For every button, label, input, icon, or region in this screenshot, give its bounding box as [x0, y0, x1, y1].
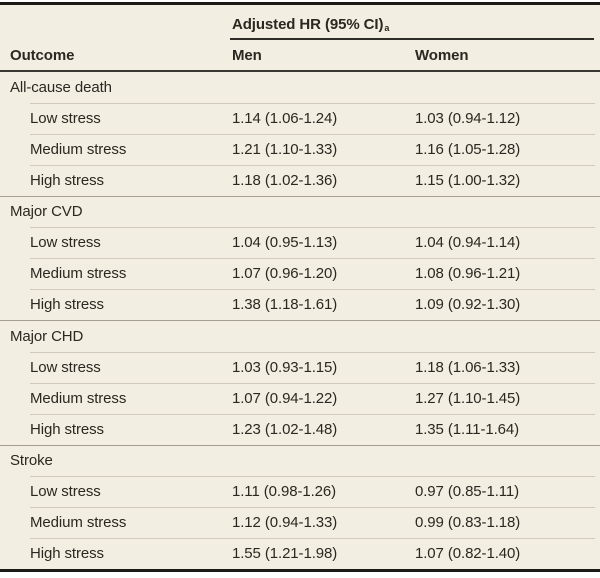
women-value: 0.97 (0.85-1.11) — [415, 483, 520, 501]
men-value: 1.14 (1.06-1.24) — [232, 109, 338, 127]
row-label: High stress — [30, 420, 104, 438]
row-divider — [30, 289, 595, 291]
row-divider — [30, 227, 595, 229]
section-label: Major CVD — [10, 203, 83, 221]
men-value: 1.11 (0.98-1.26) — [232, 483, 337, 501]
row-divider — [30, 102, 595, 104]
spanner-header-row: Adjusted HR (95% CI) a — [0, 5, 600, 40]
row-label: Medium stress — [30, 140, 127, 158]
table-row: High stress 1.38 (1.18-1.61) 1.09 (0.92-… — [0, 289, 600, 320]
men-value: 1.38 (1.18-1.61) — [232, 296, 338, 314]
row-label: Medium stress — [30, 389, 127, 407]
section-label: All-cause death — [10, 78, 112, 96]
row-label: Low stress — [30, 358, 101, 376]
row-divider — [30, 476, 595, 478]
table-row: Low stress 1.03 (0.93-1.15) 1.18 (1.06-1… — [0, 351, 600, 383]
row-divider — [30, 382, 595, 384]
table-row: Medium stress 1.12 (0.94-1.33) 0.99 (0.8… — [0, 507, 600, 538]
row-divider — [30, 507, 595, 509]
row-divider — [30, 164, 595, 166]
column-header-men: Men — [232, 46, 262, 64]
table-row: High stress 1.55 (1.21-1.98) 1.07 (0.82-… — [0, 538, 600, 569]
row-label: High stress — [30, 296, 104, 314]
row-label: High stress — [30, 545, 104, 563]
section-header-stroke: Stroke — [0, 444, 600, 477]
men-value: 1.12 (0.94-1.33) — [232, 514, 338, 532]
men-value: 1.55 (1.21-1.98) — [232, 545, 338, 563]
row-label: Low stress — [30, 109, 101, 127]
table-row: Medium stress 1.07 (0.94-1.22) 1.27 (1.1… — [0, 382, 600, 414]
table-row: Medium stress 1.21 (1.10-1.33) 1.16 (1.0… — [0, 133, 600, 165]
row-divider — [30, 258, 595, 260]
women-value: 1.07 (0.82-1.40) — [415, 545, 521, 563]
section-header-all-cause-death: All-cause death — [0, 72, 600, 103]
table-row: High stress 1.18 (1.02-1.36) 1.15 (1.00-… — [0, 164, 600, 196]
men-value: 1.07 (0.96-1.20) — [232, 265, 338, 283]
section-label: Stroke — [10, 452, 53, 470]
row-divider — [30, 133, 595, 135]
women-value: 0.99 (0.83-1.18) — [415, 514, 521, 532]
row-divider — [30, 351, 595, 353]
men-value: 1.03 (0.93-1.15) — [232, 358, 338, 376]
women-value: 1.09 (0.92-1.30) — [415, 296, 521, 314]
row-label: High stress — [30, 171, 104, 189]
column-header-women: Women — [415, 46, 469, 64]
table-body: All-cause death Low stress 1.14 (1.06-1.… — [0, 72, 600, 569]
row-divider — [30, 413, 595, 415]
section-header-major-chd: Major CHD — [0, 320, 600, 352]
spanner-header: Adjusted HR (95% CI) a — [230, 5, 594, 40]
women-value: 1.04 (0.94-1.14) — [415, 234, 521, 252]
women-value: 1.15 (1.00-1.32) — [415, 171, 521, 189]
section-header-major-cvd: Major CVD — [0, 195, 600, 228]
column-header-row: Outcome Men Women — [0, 40, 600, 72]
women-value: 1.03 (0.94-1.12) — [415, 109, 521, 127]
table-row: High stress 1.23 (1.02-1.48) 1.35 (1.11-… — [0, 413, 600, 445]
women-value: 1.08 (0.96-1.21) — [415, 265, 521, 283]
table-row: Low stress 1.04 (0.95-1.13) 1.04 (0.94-1… — [0, 227, 600, 258]
column-header-outcome: Outcome — [10, 46, 75, 64]
row-label: Low stress — [30, 483, 101, 501]
men-value: 1.23 (1.02-1.48) — [232, 420, 338, 438]
spanner-label: Adjusted HR (95% CI) — [232, 16, 384, 33]
women-value: 1.35 (1.11-1.64) — [415, 420, 520, 438]
row-label: Medium stress — [30, 514, 127, 532]
women-value: 1.16 (1.05-1.28) — [415, 140, 521, 158]
women-value: 1.27 (1.10-1.45) — [415, 389, 521, 407]
footnote-marker: a — [384, 23, 390, 33]
row-label: Low stress — [30, 234, 101, 252]
table-row: Low stress 1.14 (1.06-1.24) 1.03 (0.94-1… — [0, 102, 600, 134]
section-label: Major CHD — [10, 327, 84, 345]
men-value: 1.07 (0.94-1.22) — [232, 389, 338, 407]
table-row: Low stress 1.11 (0.98-1.26) 0.97 (0.85-1… — [0, 476, 600, 507]
row-label: Medium stress — [30, 265, 127, 283]
women-value: 1.18 (1.06-1.33) — [415, 358, 521, 376]
men-value: 1.04 (0.95-1.13) — [232, 234, 338, 252]
men-value: 1.18 (1.02-1.36) — [232, 171, 338, 189]
row-divider — [30, 538, 595, 540]
table-row: Medium stress 1.07 (0.96-1.20) 1.08 (0.9… — [0, 258, 600, 289]
men-value: 1.21 (1.10-1.33) — [232, 140, 338, 158]
